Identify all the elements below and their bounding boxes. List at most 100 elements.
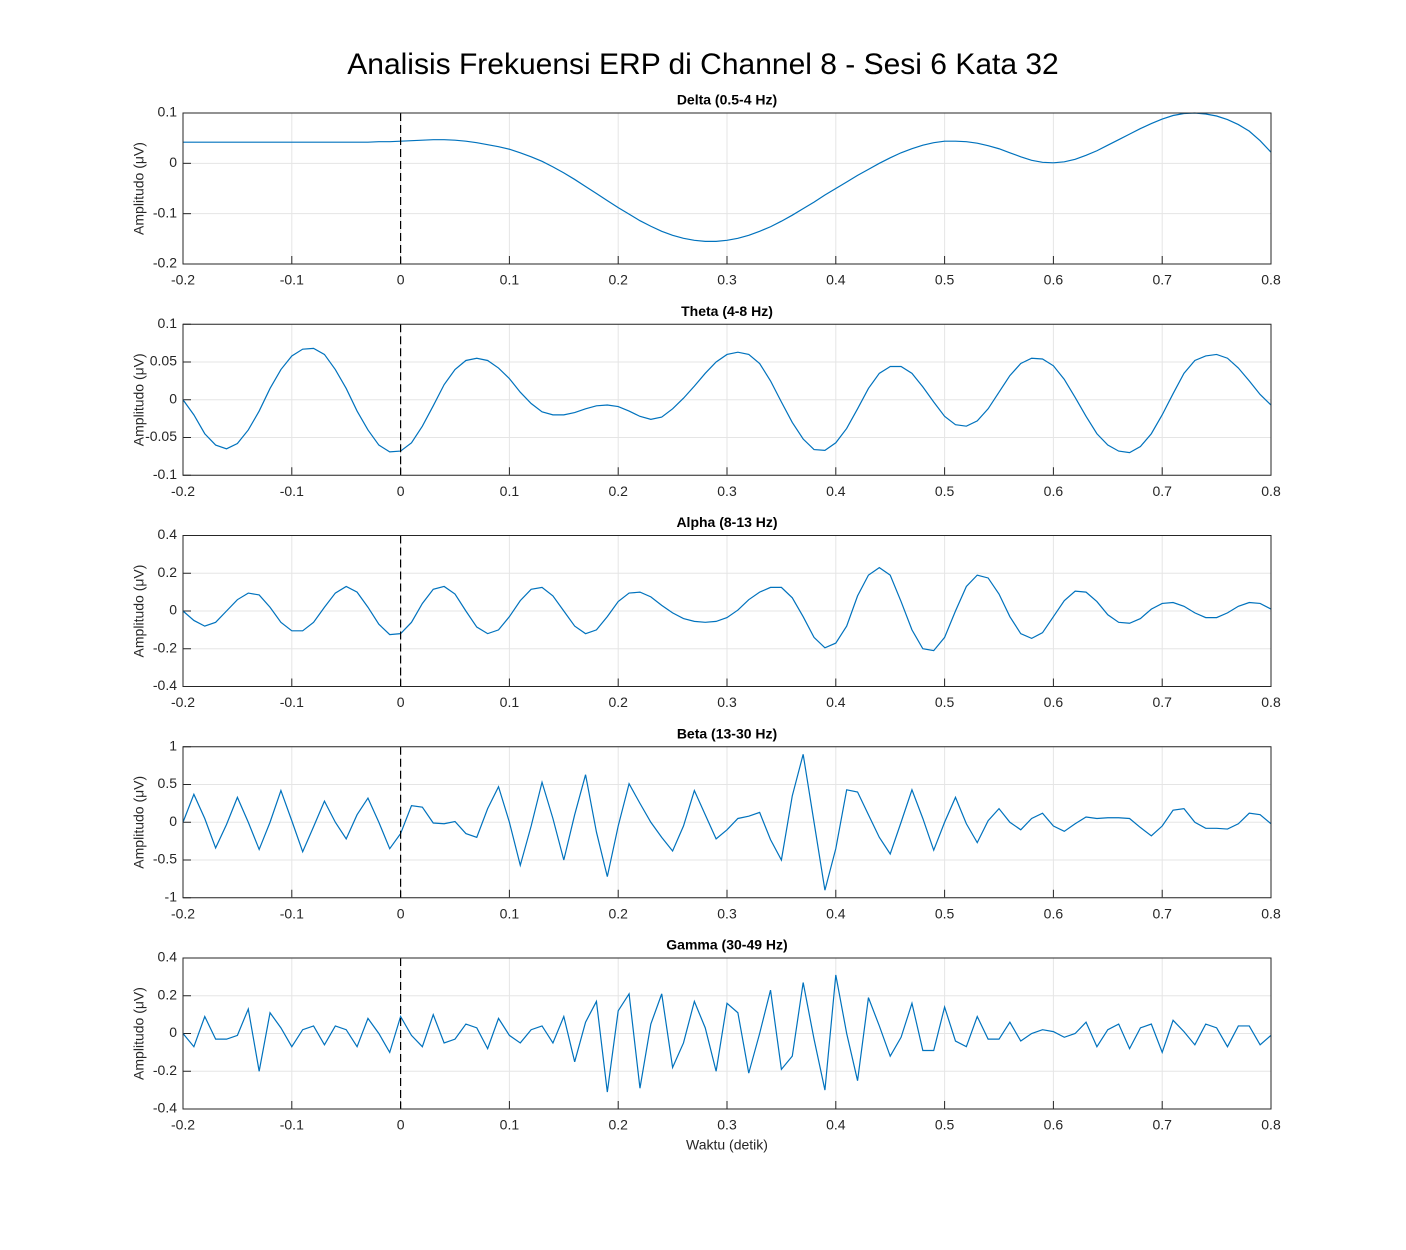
y-tick-label: -0.2: [153, 255, 177, 271]
x-tick-label: 0.1: [500, 905, 520, 921]
y-tick-label: -0.4: [153, 677, 177, 693]
subplot-title: Delta (0.5-4 Hz): [677, 92, 777, 108]
x-tick-label: 0.3: [717, 483, 737, 499]
x-tick-label: 0.3: [717, 272, 737, 288]
y-tick-label: 0.2: [158, 564, 178, 580]
y-tick-label: 0.4: [158, 949, 178, 965]
y-tick-label: 0: [169, 602, 177, 618]
x-tick-label: 0.4: [826, 905, 846, 921]
x-tick-label: 0.3: [717, 905, 737, 921]
x-tick-label: 0.8: [1261, 694, 1281, 710]
axes-box: [182, 746, 1272, 899]
x-tick-label: 0.1: [500, 1117, 520, 1133]
signal-line: [182, 347, 1272, 454]
y-axis-label: Amplitudo (μV): [131, 142, 147, 235]
subplot-title: Gamma (30-49 Hz): [666, 937, 787, 953]
x-tick-label: 0: [397, 694, 405, 710]
y-tick-label: 0.1: [158, 104, 178, 120]
x-tick-label: 0.2: [608, 905, 628, 921]
x-tick-label: 0.8: [1261, 905, 1281, 921]
x-tick-label: 0.7: [1152, 694, 1172, 710]
y-axis-label: Amplitudo (μV): [131, 353, 147, 446]
x-tick-label: 0.7: [1152, 272, 1172, 288]
x-tick-label: -0.2: [171, 694, 195, 710]
signal-line: [182, 754, 1272, 891]
y-tick-label: -0.5: [153, 851, 177, 867]
x-tick-label: 0.4: [826, 1117, 846, 1133]
y-tick-label: -0.1: [153, 466, 177, 482]
axes-box: [182, 535, 1272, 687]
x-tick-label: -0.2: [171, 1117, 195, 1133]
x-tick-label: -0.2: [171, 483, 195, 499]
axes-box: [182, 323, 1272, 476]
x-tick-label: 0.6: [1044, 1117, 1064, 1133]
y-tick-label: 0.2: [158, 986, 178, 1002]
x-tick-label: 0.5: [935, 483, 955, 499]
x-tick-label: 0.3: [717, 1117, 737, 1133]
x-tick-label: -0.1: [280, 272, 304, 288]
y-tick-label: 0: [169, 154, 177, 170]
x-tick-label: 0.4: [826, 272, 846, 288]
signal-line: [183, 112, 1272, 242]
x-tick-label: -0.2: [171, 272, 195, 288]
x-tick-label: 0.8: [1261, 1117, 1281, 1133]
x-tick-label: 0: [397, 905, 405, 921]
y-tick-label: -0.2: [153, 1062, 177, 1078]
x-tick-label: 0.1: [500, 694, 520, 710]
x-tick-label: 0.8: [1261, 483, 1281, 499]
x-tick-label: 0.6: [1044, 694, 1064, 710]
x-tick-label: 0.7: [1152, 483, 1172, 499]
x-tick-label: 0.1: [500, 483, 520, 499]
x-tick-label: 0.7: [1152, 1117, 1172, 1133]
y-tick-label: 0.4: [158, 526, 178, 542]
y-axis-label: Amplitudo (μV): [131, 776, 147, 869]
x-tick-label: 0: [397, 483, 405, 499]
x-tick-label: 0.5: [935, 272, 955, 288]
x-tick-label: 0.6: [1044, 272, 1064, 288]
x-tick-label: 0.5: [935, 694, 955, 710]
x-tick-label: 0.5: [935, 905, 955, 921]
subplot-title: Alpha (8-13 Hz): [676, 514, 777, 530]
x-tick-label: 0.8: [1261, 272, 1281, 288]
y-axis-label: Amplitudo (μV): [131, 987, 147, 1080]
x-tick-label: 0.3: [717, 694, 737, 710]
y-tick-label: -1: [165, 888, 178, 904]
y-tick-label: -0.4: [153, 1100, 177, 1116]
figure-title: Analisis Frekuensi ERP di Channel 8 - Se…: [347, 48, 1059, 81]
subplot-title: Beta (13-30 Hz): [677, 725, 777, 741]
y-tick-label: -0.05: [145, 428, 177, 444]
x-tick-label: -0.1: [280, 1117, 304, 1133]
x-tick-label: 0.2: [608, 272, 628, 288]
axes-box: [182, 112, 1272, 265]
signal-line: [182, 974, 1272, 1093]
x-tick-label: 0.2: [608, 694, 628, 710]
signal-line: [182, 566, 1272, 652]
y-tick-label: 0.1: [158, 315, 178, 331]
x-tick-label: 0.4: [826, 694, 846, 710]
x-tick-label: 0.1: [500, 272, 520, 288]
y-axis-label: Amplitudo (μV): [131, 565, 147, 658]
x-tick-label: 0: [397, 1117, 405, 1133]
y-tick-label: -0.1: [153, 204, 177, 220]
x-tick-label: -0.1: [280, 483, 304, 499]
y-tick-label: 1: [169, 737, 177, 753]
x-tick-label: -0.1: [280, 694, 304, 710]
x-tick-label: 0.2: [608, 483, 628, 499]
x-tick-label: 0.6: [1044, 483, 1064, 499]
y-tick-label: 0: [169, 813, 177, 829]
axes-box: [182, 957, 1272, 1110]
x-tick-label: 0.2: [608, 1117, 628, 1133]
y-tick-label: 0: [169, 390, 177, 406]
subplot-title: Theta (4-8 Hz): [681, 303, 773, 319]
x-tick-label: 0.6: [1044, 905, 1064, 921]
y-tick-label: 0.5: [158, 775, 178, 791]
y-tick-label: -0.2: [153, 639, 177, 655]
x-tick-label: 0.5: [935, 1117, 955, 1133]
x-axis-label: Waktu (detik): [686, 1137, 768, 1153]
x-tick-label: -0.1: [280, 905, 304, 921]
x-tick-label: 0.4: [826, 483, 846, 499]
y-tick-label: 0.05: [150, 353, 177, 369]
y-tick-label: 0: [169, 1024, 177, 1040]
